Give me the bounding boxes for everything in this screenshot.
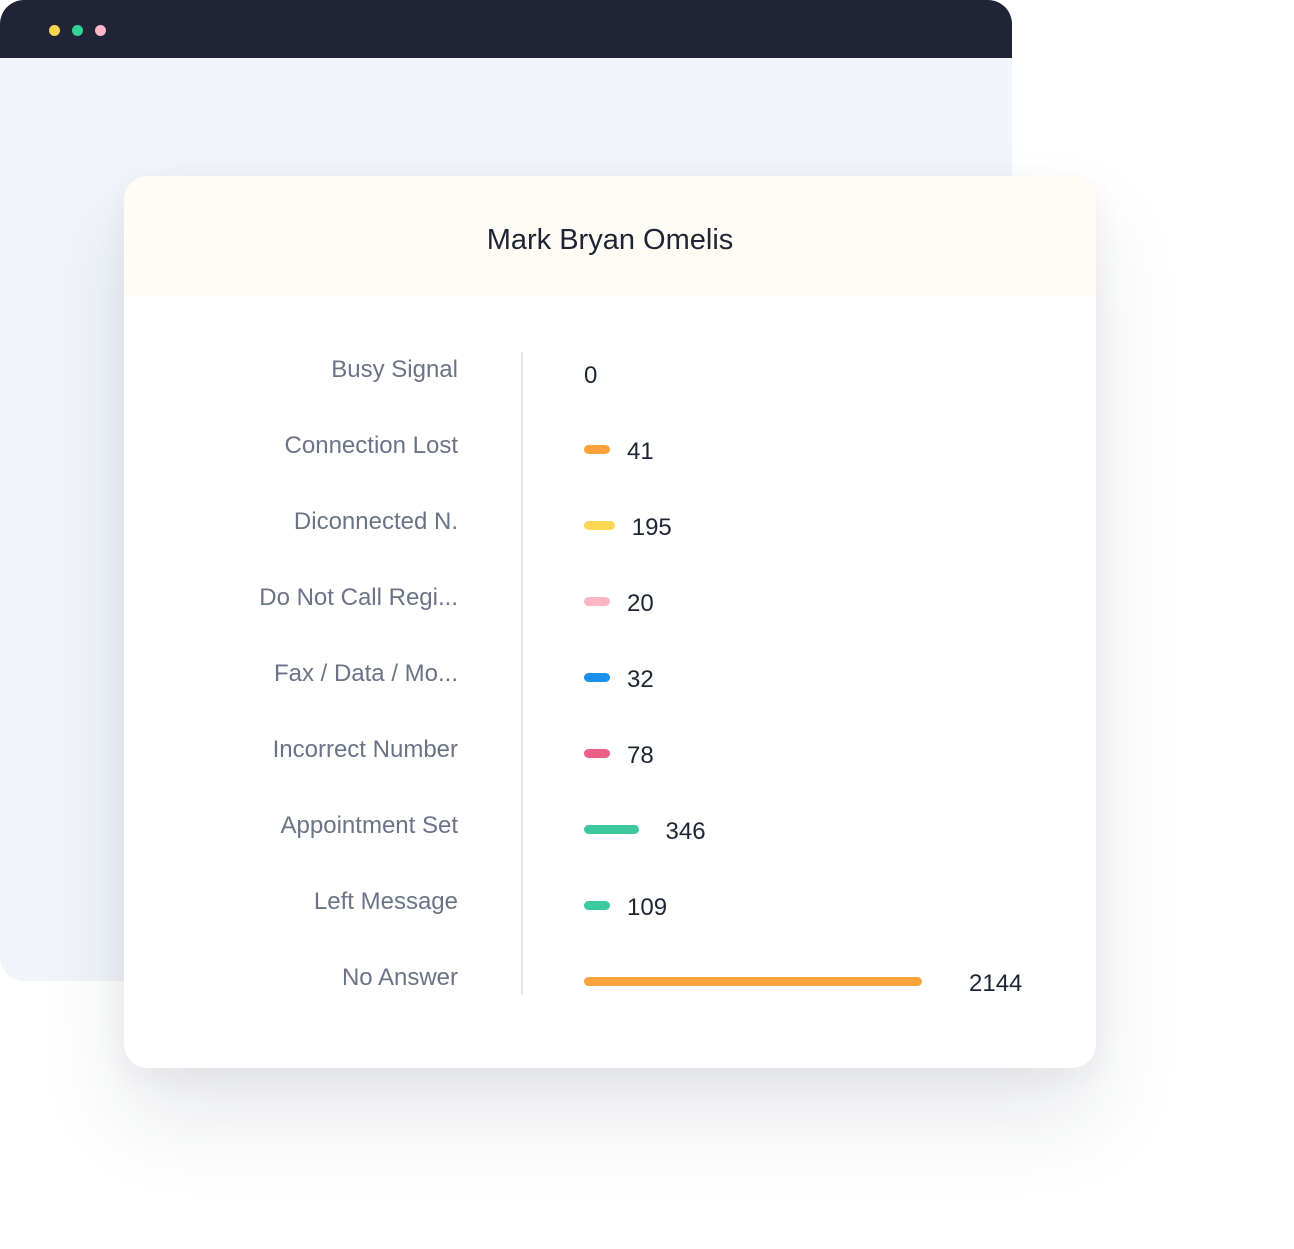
card-title: Mark Bryan Omelis bbox=[486, 224, 734, 256]
stats-card: Mark Bryan Omelis Busy Signal 0 Connection… bbox=[124, 176, 1096, 1068]
value-label-incorrect-number: 78 bbox=[627, 742, 654, 769]
category-label-no-answer: No Answer bbox=[341, 964, 458, 991]
bar-diconnected-n bbox=[584, 521, 615, 530]
category-label-left-message: Left Message bbox=[313, 888, 458, 915]
bar-no-answer bbox=[584, 977, 922, 986]
bar-left-message bbox=[584, 901, 610, 910]
value-label-busy-signal: 0 bbox=[584, 362, 598, 389]
window-dot-pink bbox=[95, 25, 106, 36]
value-label-do-not-call-regi: 20 bbox=[627, 590, 654, 617]
value-label-fax-data-mo: 32 bbox=[627, 666, 654, 693]
bar-connection-lost bbox=[584, 445, 610, 454]
category-label-diconnected-n: Diconnected N. bbox=[293, 508, 458, 535]
bar-fax-data-mo bbox=[584, 673, 610, 682]
window-dot-yellow bbox=[49, 25, 60, 36]
bar-incorrect-number bbox=[584, 749, 610, 758]
bar-do-not-call-regi bbox=[584, 597, 610, 606]
category-label-fax-data-mo: Fax / Data / Mo... bbox=[273, 660, 458, 687]
category-label-connection-lost: Connection Lost bbox=[284, 432, 458, 459]
category-label-appointment-set: Appointment Set bbox=[280, 812, 458, 839]
category-label-busy-signal: Busy Signal bbox=[331, 356, 458, 383]
window-dot-green bbox=[72, 25, 83, 36]
value-label-appointment-set: 346 bbox=[665, 818, 706, 845]
category-label-incorrect-number: Incorrect Number bbox=[272, 736, 458, 763]
bar-appointment-set bbox=[584, 825, 639, 834]
value-label-connection-lost: 41 bbox=[627, 438, 654, 465]
card-header: Mark Bryan Omelis bbox=[124, 176, 1096, 296]
value-label-left-message: 109 bbox=[627, 894, 668, 921]
chart-axis-divider bbox=[521, 352, 523, 995]
value-label-no-answer: 2144 bbox=[969, 970, 1023, 997]
value-label-diconnected-n: 195 bbox=[631, 514, 672, 541]
window-titlebar bbox=[0, 0, 1012, 58]
category-label-do-not-call-regi: Do Not Call Regi... bbox=[259, 584, 458, 611]
